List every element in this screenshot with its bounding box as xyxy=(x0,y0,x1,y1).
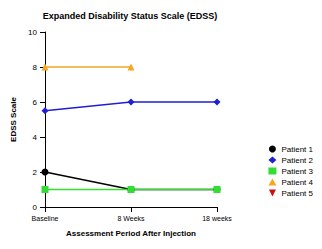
svg-text:EDSS Scale: EDSS Scale xyxy=(9,96,18,141)
svg-text:10: 10 xyxy=(28,28,37,37)
svg-text:Baseline: Baseline xyxy=(32,215,59,222)
svg-text:0: 0 xyxy=(33,203,38,212)
svg-text:8 Weeks: 8 Weeks xyxy=(117,215,145,222)
svg-text:Patient 3: Patient 3 xyxy=(281,167,313,176)
svg-text:Patient 1: Patient 1 xyxy=(281,145,313,154)
svg-text:6: 6 xyxy=(33,98,38,107)
svg-text:2: 2 xyxy=(33,168,38,177)
svg-text:Patient 5: Patient 5 xyxy=(281,189,313,198)
svg-text:8: 8 xyxy=(33,63,38,72)
svg-text:4: 4 xyxy=(33,133,38,142)
svg-text:Patient 4: Patient 4 xyxy=(281,178,313,187)
svg-text:Patient 2: Patient 2 xyxy=(281,156,313,165)
svg-text:18 weeks: 18 weeks xyxy=(202,215,232,222)
svg-text:Assessment Period After Inject: Assessment Period After Injection xyxy=(66,229,196,238)
svg-text:Expanded Disability Status Sca: Expanded Disability Status Scale (EDSS) xyxy=(43,11,218,21)
